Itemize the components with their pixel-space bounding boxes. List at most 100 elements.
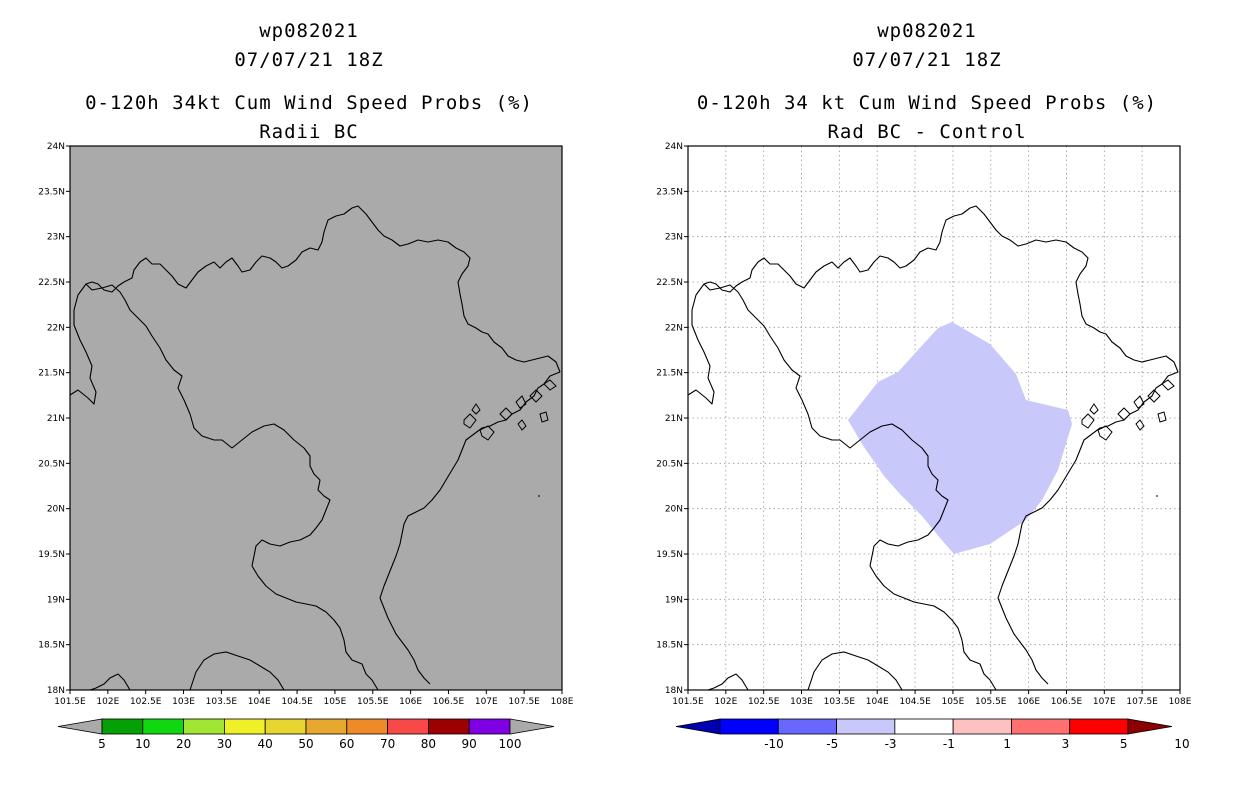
right-colorbar-segment — [952, 718, 1012, 735]
left-colorbar-segment — [427, 718, 470, 735]
left-title: 0-120h 34kt Cum Wind Speed Probs (%) — [85, 92, 533, 114]
right-colorbar-segment — [719, 718, 779, 735]
left-lat-label: 24N — [47, 142, 65, 152]
left-lon-label: 108E — [551, 697, 574, 707]
left-colorbar-high-arrow — [509, 718, 555, 735]
right-lat-label: 22.5N — [656, 278, 683, 288]
right-lon-label: 106E — [1017, 697, 1040, 707]
left-map-background — [70, 146, 562, 690]
right-lon-label: 105E — [941, 697, 964, 707]
left-lon-label: 102E — [96, 697, 119, 707]
left-lon-label: 105E — [323, 697, 346, 707]
left-lon-label: 104.5E — [281, 697, 313, 707]
left-colorbar-segment — [101, 718, 144, 735]
right-panel-title: wp082021 07/07/21 18Z 0-120h 34 kt Cum W… — [627, 17, 1227, 147]
right-lat-label: 20N — [665, 505, 683, 515]
left-colorbar-label: 60 — [339, 737, 354, 751]
right-lon-label: 102.5E — [748, 697, 780, 707]
right-lon-label: 101.5E — [672, 697, 704, 707]
left-map-panel: 24N 23.5N 23N 22.5N 22N 21.5N 21N 20.5N 20N 19.5N… — [38, 142, 574, 707]
left-lat-label: 19N — [47, 595, 65, 605]
right-subtitle: Rad BC - Control — [827, 121, 1027, 143]
left-lon-label: 107E — [475, 697, 498, 707]
right-probability-area — [848, 322, 1072, 554]
left-lat-label: 20N — [47, 505, 65, 515]
left-lon-label: 106.5E — [433, 697, 465, 707]
right-lon-label: 107.5E — [1126, 697, 1158, 707]
left-lon-label: 105.5E — [357, 697, 389, 707]
right-lon-label: 104.5E — [899, 697, 931, 707]
right-colorbar-label: 5 — [1120, 737, 1128, 751]
left-colorbar-label: 40 — [258, 737, 273, 751]
right-lat-label: 21.5N — [656, 369, 683, 379]
left-colorbar-segment — [468, 718, 511, 735]
right-lat-label: 19N — [665, 595, 683, 605]
left-lat-label: 21.5N — [38, 369, 65, 379]
left-colorbar-segment — [183, 718, 225, 735]
right-lat-label: 21N — [665, 414, 683, 424]
left-lat-label: 18N — [47, 686, 65, 696]
right-colorbar-segment — [1011, 718, 1071, 735]
left-datetime: 07/07/21 18Z — [234, 49, 384, 71]
right-colorbar-segment — [777, 718, 837, 735]
right-lon-label: 108E — [1169, 697, 1192, 707]
left-colorbar-label: 20 — [176, 737, 191, 751]
left-subtitle: Radii BC — [259, 121, 359, 143]
right-lon-label: 103.5E — [824, 697, 856, 707]
left-lat-label: 22N — [47, 323, 65, 333]
left-lat-label: 22.5N — [38, 278, 65, 288]
right-lat-label: 22N — [665, 323, 683, 333]
right-lon-label: 103E — [790, 697, 813, 707]
left-lon-label: 106E — [399, 697, 422, 707]
right-lon-label: 105.5E — [975, 697, 1007, 707]
left-colorbar-segment — [142, 718, 185, 735]
left-colorbar-label: 50 — [298, 737, 313, 751]
right-colorbar-label: 10 — [1174, 737, 1189, 751]
left-colorbar-label: 90 — [462, 737, 477, 751]
left-lat-label: 20.5N — [38, 459, 65, 469]
right-lat-label: 18N — [665, 686, 683, 696]
right-storm-id: wp082021 — [877, 20, 977, 42]
left-lat-label: 18.5N — [38, 641, 65, 651]
left-lon-label: 103E — [172, 697, 195, 707]
right-colorbar-label: 1 — [1003, 737, 1011, 751]
right-lat-label: 20.5N — [656, 459, 683, 469]
right-title: 0-120h 34 kt Cum Wind Speed Probs (%) — [696, 92, 1158, 114]
left-panel-title: wp082021 07/07/21 18Z 0-120h 34kt Cum Wi… — [9, 17, 609, 147]
left-colorbar: 5 10 20 30 40 50 60 70 80 90 100 — [57, 718, 555, 751]
left-lon-label: 101.5E — [54, 697, 86, 707]
right-lon-label: 102E — [714, 697, 737, 707]
left-colorbar-segment — [346, 718, 388, 735]
left-lat-label: 19.5N — [38, 550, 65, 560]
left-lat-label: 23.5N — [38, 187, 65, 197]
left-colorbar-label: 10 — [135, 737, 150, 751]
right-lat-label: 23N — [665, 233, 683, 243]
left-colorbar-label: 100 — [499, 737, 522, 751]
right-colorbar-segment — [894, 718, 954, 735]
left-lon-label: 104E — [248, 697, 271, 707]
right-colorbar: -10 -5 -3 -1 1 3 5 10 — [675, 718, 1190, 751]
right-colorbar-segment — [836, 718, 896, 735]
left-storm-id: wp082021 — [259, 20, 359, 42]
right-colorbar-label: -3 — [885, 737, 897, 751]
left-colorbar-segment — [387, 718, 429, 735]
left-lon-label: 102.5E — [130, 697, 162, 707]
left-lat-label: 23N — [47, 233, 65, 243]
left-lon-label: 103.5E — [206, 697, 238, 707]
right-colorbar-label: 3 — [1062, 737, 1070, 751]
right-lat-label: 24N — [665, 142, 683, 152]
right-colorbar-label: -10 — [764, 737, 784, 751]
left-colorbar-segment — [305, 718, 348, 735]
left-colorbar-label: 5 — [98, 737, 106, 751]
left-colorbar-segment — [264, 718, 307, 735]
right-lon-label: 104E — [866, 697, 889, 707]
left-colorbar-segment — [223, 718, 266, 735]
right-map-panel: 24N 23.5N 23N 22.5N 22N 21.5N 21N 20.5N 20N 19.5N… — [656, 142, 1192, 707]
right-colorbar-low-arrow — [675, 718, 721, 735]
right-lat-label: 19.5N — [656, 550, 683, 560]
left-colorbar-label: 70 — [380, 737, 395, 751]
right-colorbar-high-arrow — [1127, 718, 1173, 735]
left-colorbar-label: 80 — [421, 737, 436, 751]
right-lat-label: 18.5N — [656, 641, 683, 651]
